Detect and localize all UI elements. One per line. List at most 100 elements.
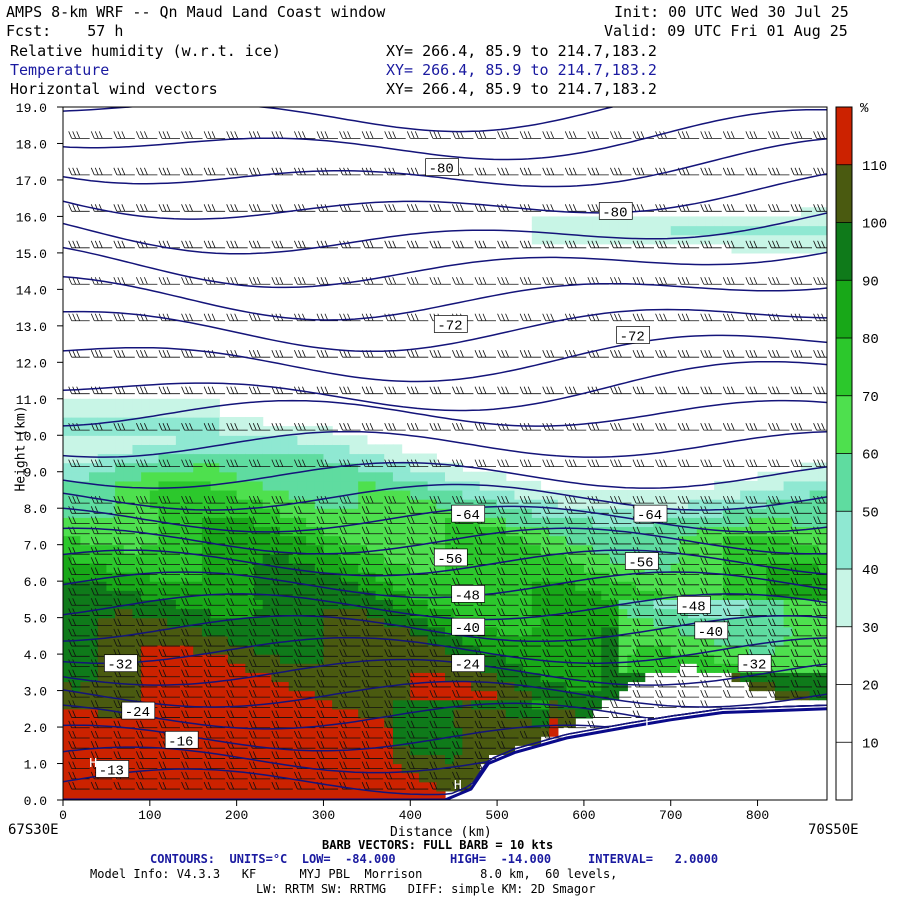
- humidity-cell: [471, 499, 481, 509]
- humidity-cell: [106, 672, 116, 683]
- wind-barb: [542, 710, 564, 718]
- humidity-cell: [193, 462, 203, 473]
- humidity-cell: [809, 535, 819, 546]
- humidity-cell: [531, 480, 542, 491]
- humidity-cell: [366, 727, 377, 737]
- wind-barb: [429, 608, 451, 616]
- humidity-cell: [601, 608, 611, 619]
- wind-barb: [429, 422, 451, 431]
- humidity-cell: [557, 644, 568, 655]
- humidity-cell: [514, 480, 524, 491]
- wind-barb: [248, 700, 271, 708]
- humidity-cell: [479, 681, 490, 692]
- humidity-cell: [566, 681, 576, 692]
- wind-barb: [294, 649, 316, 657]
- humidity-cell: [453, 480, 463, 491]
- humidity-cell: [80, 544, 90, 555]
- humidity-cell: [358, 480, 368, 491]
- humidity-cell: [410, 608, 420, 619]
- humidity-cell: [210, 745, 220, 756]
- humidity-cell: [445, 617, 455, 628]
- humidity-cell: [349, 453, 359, 464]
- humidity-cell: [123, 535, 134, 546]
- humidity-cell: [210, 471, 220, 482]
- humidity-cell: [106, 781, 116, 792]
- humidity-cell: [497, 717, 507, 728]
- humidity-cell: [358, 781, 368, 792]
- humidity-cell: [219, 727, 229, 737]
- humidity-cell: [115, 745, 125, 756]
- humidity-cell: [306, 471, 316, 482]
- wind-barb: [384, 659, 406, 667]
- wind-barb: [384, 495, 406, 504]
- humidity-cell: [167, 572, 177, 582]
- wind-barb: [68, 618, 90, 627]
- humidity-cell: [392, 617, 403, 628]
- humidity-cell: [89, 672, 99, 683]
- humidity-cell: [89, 626, 99, 637]
- humidity-cell: [540, 216, 550, 227]
- humidity-cell: [445, 754, 455, 765]
- humidity-cell: [89, 790, 99, 800]
- humidity-cell: [523, 736, 533, 746]
- wind-barb: [452, 771, 474, 780]
- wind-barb: [203, 659, 226, 667]
- humidity-cell: [809, 617, 819, 628]
- wind-barb: [113, 506, 135, 514]
- wind-barb: [158, 277, 180, 285]
- humidity-cell: [123, 572, 134, 582]
- humidity-cell: [262, 499, 272, 509]
- humidity-cell: [245, 699, 255, 710]
- humidity-cell: [774, 654, 785, 664]
- humidity-cell: [436, 599, 446, 610]
- humidity-cell: [115, 681, 125, 692]
- humidity-cell: [323, 581, 333, 591]
- wind-barb: [768, 679, 790, 688]
- wind-barb: [564, 669, 587, 678]
- temperature-label: -24: [451, 654, 486, 674]
- humidity-cell: [653, 663, 663, 673]
- humidity-cell: [748, 489, 759, 500]
- temperature-label: -72: [616, 326, 650, 345]
- humidity-cell: [245, 745, 255, 756]
- humidity-cell: [670, 617, 681, 628]
- humidity-cell: [210, 407, 220, 418]
- humidity-cell: [418, 790, 429, 800]
- wind-barb: [158, 495, 180, 504]
- wind-barb: [203, 516, 226, 524]
- humidity-cell: [141, 736, 151, 746]
- humidity-cell: [236, 462, 246, 473]
- wind-barb: [610, 459, 632, 468]
- wind-barb: [248, 240, 271, 249]
- humidity-cell: [557, 526, 568, 537]
- humidity-cell: [636, 599, 646, 610]
- humidity-cell: [714, 499, 724, 509]
- humidity-cell: [141, 608, 151, 619]
- wind-barb: [181, 679, 203, 688]
- humidity-cell: [488, 489, 498, 500]
- humidity-cell: [306, 526, 316, 537]
- humidity-cell: [479, 736, 490, 746]
- humidity-cell: [106, 708, 116, 719]
- humidity-cell: [288, 480, 299, 491]
- humidity-cell: [297, 553, 307, 564]
- humidity-cell: [436, 754, 446, 765]
- humidity-cell: [236, 781, 246, 792]
- humidity-cell: [566, 562, 576, 573]
- wind-barb: [474, 608, 496, 616]
- humidity-cell: [271, 544, 281, 555]
- wind-barb: [406, 669, 429, 678]
- humidity-cell: [392, 553, 403, 564]
- humidity-cell: [636, 654, 646, 664]
- wind-barb: [406, 720, 429, 729]
- wind-barb: [68, 781, 90, 790]
- humidity-cell: [410, 708, 420, 719]
- humidity-cell: [314, 426, 325, 436]
- humidity-cell: [149, 790, 160, 800]
- humidity-cell: [740, 599, 750, 610]
- humidity-cell: [297, 717, 307, 728]
- humidity-cell: [531, 489, 542, 500]
- humidity-cell: [106, 407, 116, 418]
- colorbar-unit: %: [860, 101, 869, 117]
